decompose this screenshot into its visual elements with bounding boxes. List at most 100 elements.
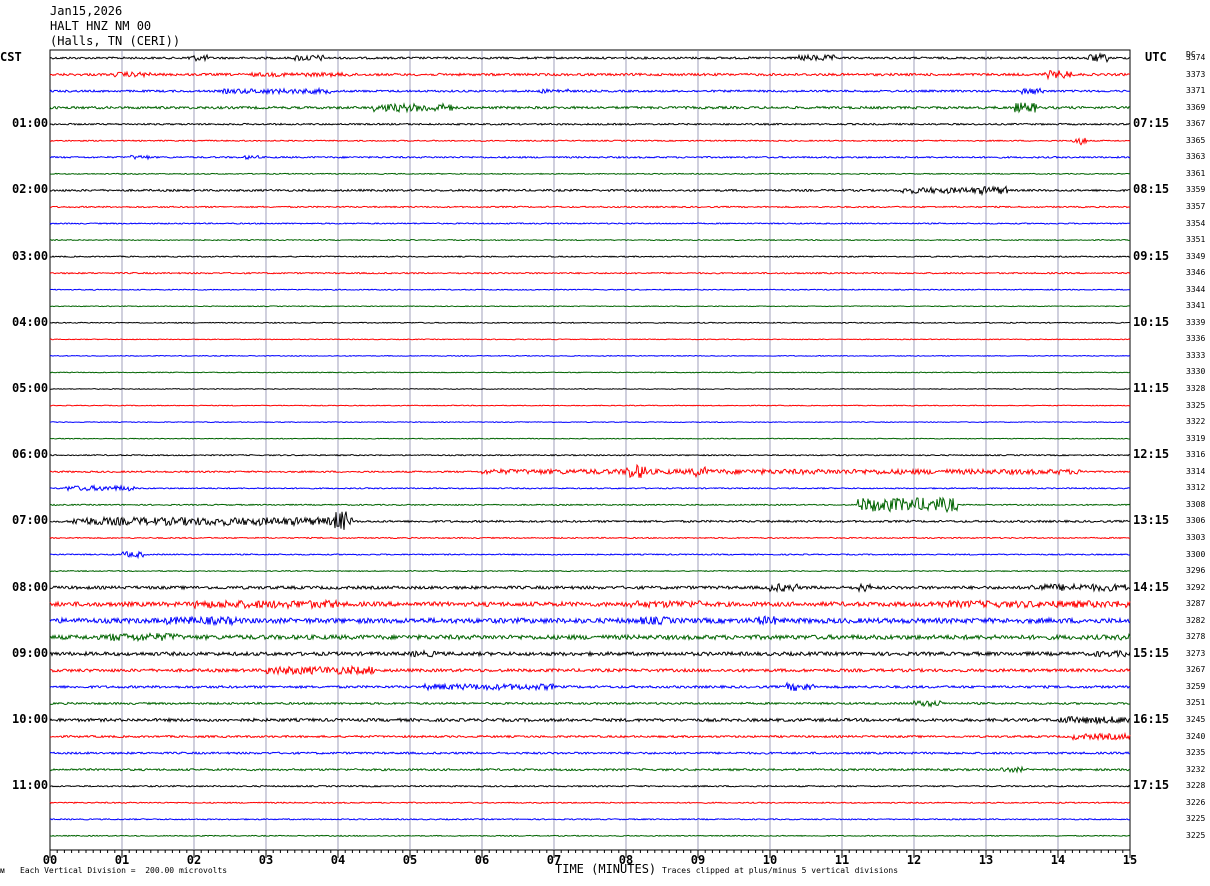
dc-offset-label: 3344 [1186, 284, 1206, 294]
left-hour-label: 08:00 [12, 579, 49, 594]
dc-offset-label: 3322 [1186, 417, 1206, 427]
dc-offset-label: 3374 [1186, 53, 1206, 62]
trace-12 [49, 255, 1131, 258]
dc-offset-label: 3292 [1186, 582, 1206, 592]
plot-frame [49, 49, 1131, 851]
trace-34 [49, 615, 1131, 627]
trace-2 [49, 86, 1131, 96]
dc-offset-label: 3357 [1186, 201, 1206, 211]
dc-offset-label: 3267 [1186, 665, 1206, 675]
trace-37 [49, 664, 1131, 676]
trace-24 [49, 453, 1131, 457]
dc-offset-label: 3303 [1186, 532, 1206, 542]
trace-38 [49, 681, 1131, 692]
trace-11 [49, 238, 1131, 242]
right-hour-label: 10:15 [1133, 314, 1170, 329]
trace-18 [49, 354, 1131, 357]
dc-offset-label: 3235 [1186, 748, 1206, 758]
left-hour-label: 01:00 [12, 116, 49, 131]
trace-27 [49, 496, 1131, 514]
left-hour-label: 05:00 [12, 381, 49, 395]
right-hour-label: 13:15 [1133, 513, 1170, 528]
right-timezone-label: UTC [1145, 50, 1167, 64]
dc-offset-label: 3314 [1186, 466, 1206, 476]
dc-offset-label: 3308 [1186, 499, 1206, 509]
right-hour-label: 15:15 [1133, 645, 1170, 660]
dc-offset-label: 3346 [1186, 268, 1206, 278]
clip-note: Traces clipped at plus/minus 5 vertical … [662, 866, 899, 875]
dc-offset-label: 3259 [1186, 681, 1206, 691]
trace-9 [49, 205, 1131, 209]
trace-25 [49, 463, 1131, 479]
dc-offset-label: 3225 [1186, 830, 1206, 840]
dc-offset-label: 3339 [1186, 317, 1206, 327]
trace-13 [49, 271, 1131, 275]
trace-15 [49, 305, 1131, 308]
trace-0 [49, 52, 1131, 63]
left-timezone-label: CST [0, 50, 22, 64]
left-hour-label: 03:00 [12, 248, 49, 263]
x-tick-label: 00 [42, 853, 58, 867]
left-hour-label: 09:00 [12, 645, 49, 660]
x-tick-label: 10 [762, 853, 778, 867]
dc-offset-label: 3330 [1186, 367, 1206, 377]
trace-32 [49, 582, 1131, 594]
trace-46 [49, 817, 1131, 821]
trace-8 [49, 185, 1131, 197]
dc-offset-label: 3296 [1186, 566, 1206, 576]
trace-36 [49, 649, 1131, 658]
trace-39 [49, 699, 1131, 708]
x-tick-label: 12 [906, 853, 922, 867]
dc-offset-label: 3349 [1186, 251, 1206, 261]
dc-offset-label: 3369 [1186, 102, 1206, 112]
dc-offset-label: 3354 [1186, 218, 1206, 228]
left-hour-label: 02:00 [12, 182, 49, 197]
left-hour-label: 10:00 [12, 712, 49, 726]
date-label: Jan15,2026 [50, 4, 123, 18]
trace-17 [49, 338, 1131, 341]
dc-offset-label: 3226 [1186, 797, 1206, 807]
x-tick-label: 11 [834, 853, 850, 867]
trace-14 [49, 288, 1131, 291]
dc-offset-label: 3273 [1186, 648, 1206, 658]
trace-47 [49, 834, 1131, 838]
trace-19 [49, 371, 1131, 374]
dc-offset-label: 3240 [1186, 731, 1206, 741]
dc-offset-label: 3312 [1186, 483, 1206, 493]
right-hour-label: 14:15 [1133, 579, 1170, 594]
trace-26 [49, 484, 1131, 492]
left-hour-label: 04:00 [12, 314, 49, 329]
dc-offset-label: 3306 [1186, 516, 1206, 526]
dc-offset-label: 3328 [1186, 384, 1206, 393]
dc-offset-label: 3373 [1186, 69, 1206, 79]
trace-40 [49, 716, 1131, 725]
x-tick-label: 14 [1050, 853, 1066, 867]
trace-29 [49, 536, 1131, 540]
x-tick-label: 08 [618, 853, 634, 867]
x-tick-label: 15 [1122, 853, 1138, 867]
trace-43 [49, 765, 1131, 774]
dc-offset-label: 3225 [1186, 814, 1206, 824]
dc-offset-label: 3325 [1186, 400, 1206, 410]
trace-45 [49, 801, 1131, 805]
dc-offset-label: 3363 [1186, 152, 1206, 162]
trace-10 [49, 222, 1131, 225]
trace-35 [49, 632, 1131, 643]
x-tick-label: 03 [258, 853, 274, 867]
dc-offset-label: 3359 [1186, 185, 1206, 195]
dc-offset-label: 3278 [1186, 632, 1206, 642]
trace-42 [49, 751, 1131, 756]
trace-41 [49, 731, 1131, 742]
right-hour-label: 07:15 [1133, 116, 1170, 131]
dc-offset-label: 3251 [1186, 698, 1206, 708]
x-tick-label: 07 [546, 853, 562, 867]
dc-offset-label: 3371 [1186, 86, 1206, 96]
dc-offset-label: 3333 [1186, 350, 1206, 360]
dc-offset-label: 3351 [1186, 235, 1206, 245]
dc-offset-label: 3300 [1186, 549, 1206, 559]
trace-1 [49, 70, 1131, 81]
dc-offset-label: 3232 [1186, 764, 1206, 774]
x-tick-label: 13 [978, 853, 994, 867]
x-tick-marks [49, 850, 1131, 858]
